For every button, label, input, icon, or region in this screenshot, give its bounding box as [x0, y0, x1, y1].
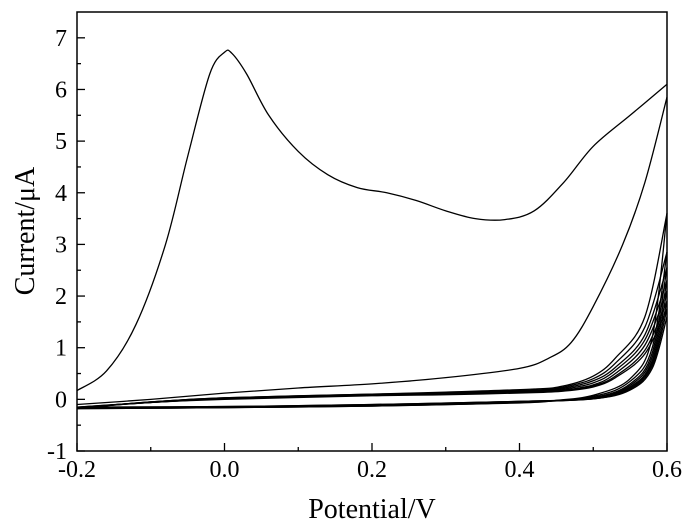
y-tick-label: 7 — [55, 26, 67, 52]
y-tick-label: 5 — [55, 129, 67, 155]
x-axis-label: Potential/V — [308, 494, 436, 525]
cv-curve-13 — [76, 301, 668, 409]
x-tick-label: 0.6 — [652, 457, 682, 483]
cv-curve-15 — [76, 308, 668, 408]
cv-curve-1 — [76, 49, 668, 392]
y-tick-label: -1 — [47, 439, 67, 465]
x-tick-label: 0.2 — [357, 457, 387, 483]
cv-curve-14 — [76, 300, 668, 408]
cv-curve-17 — [76, 316, 668, 408]
y-tick-label: 1 — [55, 336, 67, 362]
y-tick-label: 0 — [55, 387, 67, 413]
y-tick-label: 2 — [55, 284, 67, 310]
x-axis: -0.2 0.0 0.2 0.4 0.6 — [58, 443, 682, 483]
cv-curve-16 — [76, 308, 668, 408]
y-axis-label: Current/μA — [10, 166, 41, 295]
y-axis: -1 0 1 2 3 4 5 6 7 — [47, 26, 85, 465]
x-tick-label: -0.2 — [58, 457, 96, 483]
x-tick-label: 0.0 — [210, 457, 240, 483]
curves-group — [76, 49, 668, 410]
y-tick-label: 3 — [55, 232, 67, 258]
y-tick-label: 4 — [55, 181, 67, 207]
y-tick-label: 6 — [55, 77, 67, 103]
x-tick-label: 0.4 — [505, 457, 535, 483]
cv-curve-2 — [76, 97, 668, 406]
